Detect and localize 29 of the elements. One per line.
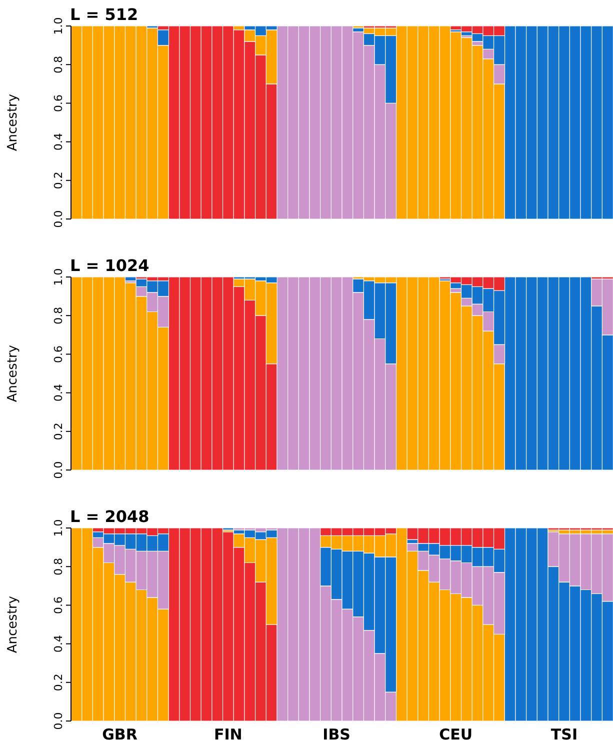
y-axis-title: Ancestry: [6, 94, 21, 152]
y-tick-label: 0.6: [52, 345, 65, 363]
y-tick-label: 0.8: [52, 558, 65, 576]
y-tick-label: 0.4: [52, 133, 65, 151]
chart-title: L = 512: [70, 5, 138, 24]
y-tick-label: 0.0: [52, 210, 65, 228]
y-tick-label: 0.6: [52, 596, 65, 614]
y-tick-label: 0.0: [52, 712, 65, 730]
y-tick-label: 0.2: [52, 422, 65, 440]
y-tick-label: 0.2: [52, 674, 65, 692]
chart-title: L = 2048: [70, 507, 150, 526]
y-tick-label: 0.4: [52, 384, 65, 402]
x-tick-label: CEU: [439, 726, 473, 744]
y-tick-label: 0.0: [52, 461, 65, 479]
y-tick-label: 0.4: [52, 635, 65, 653]
x-tick-label: TSI: [550, 726, 578, 744]
y-axis-title: Ancestry: [6, 344, 21, 402]
y-tick-label: 0.8: [52, 56, 65, 74]
x-tick-label: FIN: [214, 726, 242, 744]
y-tick-label: 0.8: [52, 306, 65, 324]
y-tick-label: 0.6: [52, 94, 65, 112]
x-tick-label: GBR: [102, 726, 138, 744]
y-tick-label: 0.2: [52, 172, 65, 190]
y-tick-label: 1.0: [52, 519, 65, 537]
x-tick-label: IBS: [322, 726, 350, 744]
chart-title: L = 1024: [70, 256, 150, 275]
y-axis-title: Ancestry: [6, 596, 21, 654]
y-tick-label: 1.0: [52, 268, 65, 286]
y-tick-label: 1.0: [52, 17, 65, 35]
